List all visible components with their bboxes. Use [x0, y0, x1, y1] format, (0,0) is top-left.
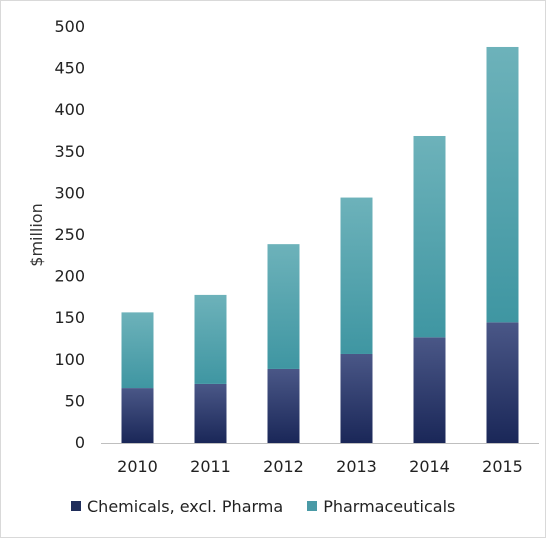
y-tick-label: 50	[65, 391, 85, 410]
legend: Chemicals, excl. Pharma Pharmaceuticals	[71, 495, 455, 517]
y-axis-label: $million	[27, 203, 46, 266]
legend-label-pharmaceuticals: Pharmaceuticals	[323, 496, 456, 516]
bar-chemicals-2011	[194, 383, 227, 443]
y-tick-label: 250	[54, 225, 85, 244]
y-axis-ticks: 0 50 100 150 200 250 300 350 400 450 500	[54, 17, 85, 452]
y-tick-label: 150	[54, 308, 85, 327]
bars	[121, 46, 519, 443]
x-tick-label: 2011	[190, 457, 231, 476]
x-axis-ticks: 2010 2011 2012 2013 2014 2015	[117, 457, 523, 476]
x-tick-label: 2015	[482, 457, 523, 476]
bar-pharmaceuticals-2012	[267, 244, 300, 369]
y-tick-label: 500	[54, 17, 85, 36]
bar-chemicals-2012	[267, 368, 300, 443]
legend-swatch-chemicals	[71, 501, 81, 511]
y-tick-label: 100	[54, 350, 85, 369]
legend-item-chemicals: Chemicals, excl. Pharma	[71, 497, 283, 516]
y-tick-label: 0	[75, 433, 85, 452]
x-tick-label: 2010	[117, 457, 158, 476]
bar-chemicals-2015	[486, 322, 519, 443]
bar-pharmaceuticals-2010	[121, 312, 154, 389]
y-tick-label: 300	[54, 183, 85, 202]
bar-chemicals-2013	[340, 353, 373, 443]
y-tick-label: 400	[54, 100, 85, 119]
x-tick-label: 2012	[263, 457, 304, 476]
y-tick-label: 450	[54, 59, 85, 78]
y-tick-label: 200	[54, 267, 85, 286]
x-tick-label: 2013	[336, 457, 377, 476]
y-tick-label: 350	[54, 142, 85, 161]
legend-label-chemicals: Chemicals, excl. Pharma	[87, 496, 284, 516]
bar-pharmaceuticals-2011	[194, 294, 227, 384]
bar-chemicals-2014	[413, 337, 446, 443]
legend-item-pharmaceuticals: Pharmaceuticals	[307, 497, 455, 516]
bar-pharmaceuticals-2014	[413, 135, 446, 338]
x-tick-label: 2014	[409, 457, 450, 476]
bar-chemicals-2010	[121, 388, 154, 443]
bar-pharmaceuticals-2013	[340, 197, 373, 354]
bar-pharmaceuticals-2015	[486, 46, 519, 323]
legend-swatch-pharmaceuticals	[307, 501, 318, 511]
